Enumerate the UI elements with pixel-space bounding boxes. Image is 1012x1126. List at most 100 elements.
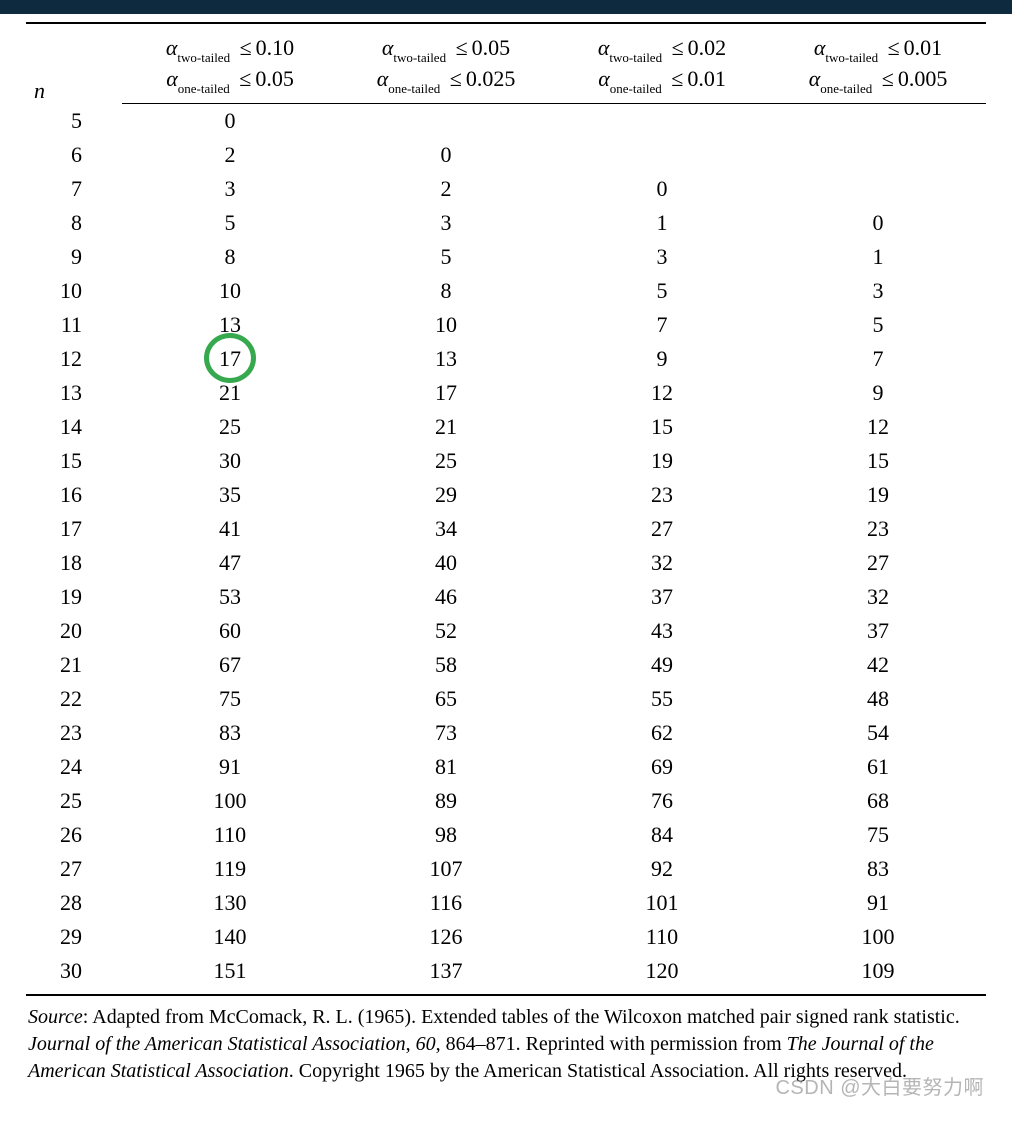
- table-row: 50: [26, 104, 986, 139]
- cell-value: 0: [338, 138, 554, 172]
- cell-value: 119: [122, 852, 338, 886]
- cell-value: 49: [554, 648, 770, 682]
- cell-n: 24: [26, 750, 122, 784]
- cell-value: 140: [122, 920, 338, 954]
- cell-value: 17: [122, 342, 338, 376]
- cell-value: 101: [554, 886, 770, 920]
- cell-n: 20: [26, 614, 122, 648]
- table-row: 2167584942: [26, 648, 986, 682]
- cell-n: 17: [26, 512, 122, 546]
- cell-value: 65: [338, 682, 554, 716]
- cell-value: 12: [554, 376, 770, 410]
- cell-value: 40: [338, 546, 554, 580]
- cell-value: 23: [770, 512, 986, 546]
- cell-value: 3: [122, 172, 338, 206]
- cell-value: 98: [338, 818, 554, 852]
- cell-value: 61: [770, 750, 986, 784]
- cell-value: 13: [338, 342, 554, 376]
- table-row: 1530251915: [26, 444, 986, 478]
- cell-value: 5: [338, 240, 554, 274]
- cell-value: 68: [770, 784, 986, 818]
- cell-value: 91: [770, 886, 986, 920]
- table-row: 12171397: [26, 342, 986, 376]
- table-row: 30151137120109: [26, 954, 986, 995]
- cell-value: 32: [554, 546, 770, 580]
- cell-value: 55: [554, 682, 770, 716]
- cell-value: 60: [122, 614, 338, 648]
- table-row: 271191079283: [26, 852, 986, 886]
- cell-value: 109: [770, 954, 986, 995]
- header-col-3-one-tailed: αone-tailed ≤0.01: [554, 65, 770, 104]
- table-row: 1953463732: [26, 580, 986, 614]
- cell-value: 8: [122, 240, 338, 274]
- cell-value: [770, 138, 986, 172]
- source-volume: 60: [416, 1033, 436, 1055]
- cell-value: [770, 104, 986, 139]
- cell-n: 19: [26, 580, 122, 614]
- header-col-3-two-tailed: αtwo-tailed ≤0.02: [554, 23, 770, 65]
- cell-value: 52: [338, 614, 554, 648]
- cell-value: 48: [770, 682, 986, 716]
- cell-value: 37: [770, 614, 986, 648]
- cell-value: 21: [122, 376, 338, 410]
- header-col-2-two-tailed: αtwo-tailed ≤0.05: [338, 23, 554, 65]
- cell-value: 43: [554, 614, 770, 648]
- cell-value: 75: [122, 682, 338, 716]
- cell-n: 16: [26, 478, 122, 512]
- cell-value: [554, 138, 770, 172]
- header-col-4-one-tailed: αone-tailed ≤0.005: [770, 65, 986, 104]
- cell-value: 54: [770, 716, 986, 750]
- cell-value: 75: [770, 818, 986, 852]
- cell-value: 73: [338, 716, 554, 750]
- cell-value: 30: [122, 444, 338, 478]
- table-row: 29140126110100: [26, 920, 986, 954]
- cell-value: 3: [770, 274, 986, 308]
- cell-value: 10: [122, 274, 338, 308]
- cell-value: 29: [338, 478, 554, 512]
- table-body: 5062073208531098531101085311131075121713…: [26, 104, 986, 996]
- cell-value: 116: [338, 886, 554, 920]
- cell-value: 46: [338, 580, 554, 614]
- cell-value: 2: [122, 138, 338, 172]
- cell-value: 27: [554, 512, 770, 546]
- cell-value: 0: [554, 172, 770, 206]
- cell-value: 15: [554, 410, 770, 444]
- cell-n: 13: [26, 376, 122, 410]
- table-row: 2275655548: [26, 682, 986, 716]
- cell-value: 47: [122, 546, 338, 580]
- source-journal: Journal of the American Statistical Asso…: [28, 1033, 406, 1055]
- cell-n: 11: [26, 308, 122, 342]
- cell-n: 6: [26, 138, 122, 172]
- cell-value: 110: [122, 818, 338, 852]
- source-note: Source: Adapted from McComack, R. L. (19…: [26, 996, 986, 1085]
- source-text: : Adapted from McComack, R. L. (1965). E…: [83, 1006, 960, 1028]
- cell-value: 126: [338, 920, 554, 954]
- cell-value: 23: [554, 478, 770, 512]
- cell-value: 69: [554, 750, 770, 784]
- table-row: 1425211512: [26, 410, 986, 444]
- cell-value: 100: [122, 784, 338, 818]
- cell-n: 8: [26, 206, 122, 240]
- cell-value: 34: [338, 512, 554, 546]
- cell-value: 15: [770, 444, 986, 478]
- cell-n: 27: [26, 852, 122, 886]
- cell-n: 10: [26, 274, 122, 308]
- cell-value: 5: [554, 274, 770, 308]
- cell-value: 91: [122, 750, 338, 784]
- cell-value: 53: [122, 580, 338, 614]
- page-content: n αtwo-tailed ≤0.10 αtwo-tailed ≤0.05 αt: [0, 14, 1012, 1085]
- cell-value: 2: [338, 172, 554, 206]
- cell-value: 32: [770, 580, 986, 614]
- cell-value: 35: [122, 478, 338, 512]
- cell-value: 7: [770, 342, 986, 376]
- cell-value: 37: [554, 580, 770, 614]
- cell-value: 130: [122, 886, 338, 920]
- highlight-circle: 17: [214, 346, 247, 372]
- cell-value: 21: [338, 410, 554, 444]
- table-row: 1635292319: [26, 478, 986, 512]
- cell-value: 1: [554, 206, 770, 240]
- cell-value: 83: [122, 716, 338, 750]
- table-row: 25100897668: [26, 784, 986, 818]
- table-header: n αtwo-tailed ≤0.10 αtwo-tailed ≤0.05 αt: [26, 23, 986, 104]
- table-row: 2383736254: [26, 716, 986, 750]
